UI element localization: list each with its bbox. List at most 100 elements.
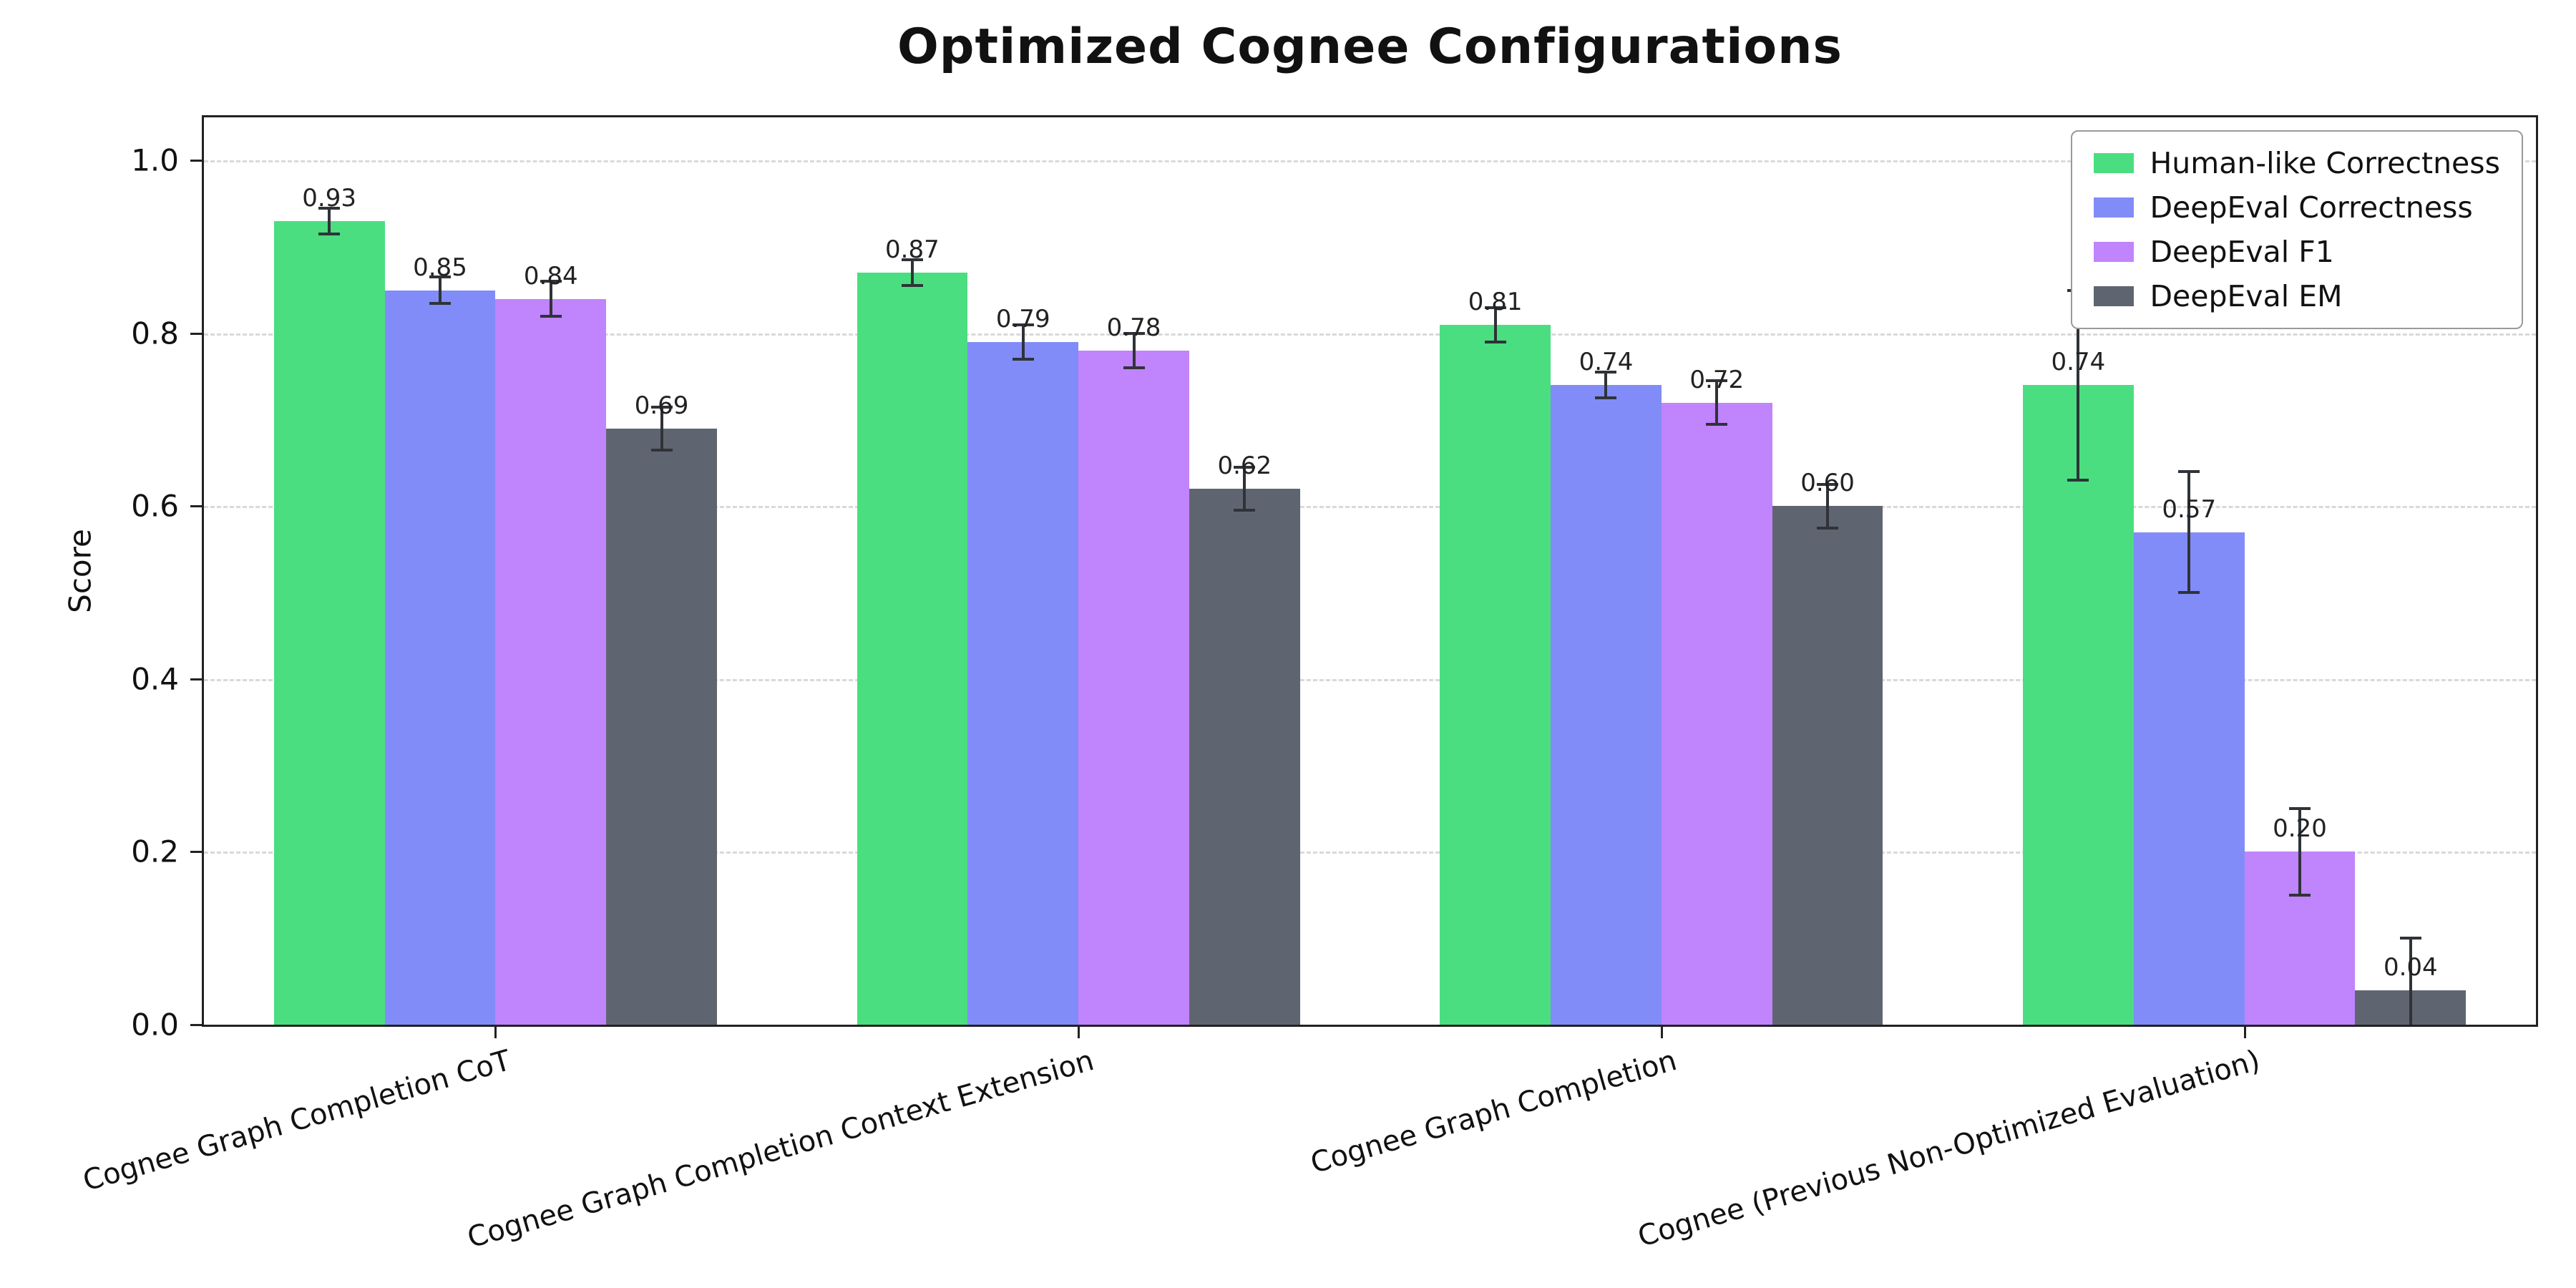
error-bar xyxy=(1132,333,1136,369)
bar-value-label: 0.20 xyxy=(2273,814,2327,844)
bar-deepeval-correctness xyxy=(384,290,496,1025)
bar-deepeval-f1 xyxy=(1078,351,1189,1025)
legend-label: Human-like Correctness xyxy=(2150,146,2500,180)
y-tick-mark xyxy=(190,851,202,854)
error-bar-cap xyxy=(2067,479,2089,482)
error-bar xyxy=(2187,472,2191,593)
bar-value-label: 0.62 xyxy=(1217,452,1272,481)
y-tick-mark xyxy=(190,1024,202,1026)
bar-human-like-correctness xyxy=(857,273,968,1025)
legend: Human-like Correctness DeepEval Correctne… xyxy=(2071,130,2523,329)
error-bar xyxy=(2409,938,2412,1025)
y-axis-label: Score xyxy=(62,529,98,613)
bar-value-label: 0.78 xyxy=(1106,313,1161,343)
bar-deepeval-f1 xyxy=(495,298,607,1025)
y-tick-mark xyxy=(190,332,202,335)
error-bar xyxy=(328,208,331,235)
error-bar-cap xyxy=(1817,483,1839,487)
bar-deepeval-em xyxy=(1189,489,1300,1025)
y-tick-label: 1.0 xyxy=(131,142,179,178)
error-bar xyxy=(1021,324,1025,360)
bar-value-label: 0.57 xyxy=(2162,494,2217,524)
bar-value-label: 0.81 xyxy=(1468,287,1523,316)
error-bar-cap xyxy=(1012,358,1034,361)
legend-swatch xyxy=(2094,242,2135,262)
y-tick-mark xyxy=(190,678,202,680)
bar-value-label: 0.79 xyxy=(995,304,1050,333)
x-tick-mark xyxy=(1660,1027,1663,1038)
error-bar-cap xyxy=(540,280,562,283)
error-bar-cap xyxy=(2399,937,2421,940)
error-bar-cap xyxy=(429,275,451,279)
error-bar xyxy=(549,281,552,316)
bar-value-label: 0.74 xyxy=(2051,348,2106,377)
error-bar xyxy=(660,406,663,450)
error-bar-cap xyxy=(1234,466,1256,469)
error-bar-cap xyxy=(1012,323,1034,326)
error-bar-cap xyxy=(1484,306,1506,309)
error-bar-cap xyxy=(1123,331,1145,335)
bar-value-label: 0.85 xyxy=(413,253,467,282)
y-tick-label: 0.6 xyxy=(131,488,179,524)
error-bar-cap xyxy=(1817,526,1839,530)
legend-label: DeepEval F1 xyxy=(2150,235,2334,269)
error-bar-cap xyxy=(1234,509,1256,512)
x-tick-label: Cognee Graph Completion CoT xyxy=(79,1044,515,1198)
bar-deepeval-correctness xyxy=(1551,385,1662,1025)
bar-value-label: 0.69 xyxy=(634,391,689,420)
error-bar xyxy=(438,277,441,303)
bar-value-label: 0.60 xyxy=(1800,469,1855,498)
bar-human-like-correctness xyxy=(273,220,385,1025)
gridline xyxy=(204,160,2536,163)
y-tick-label: 0.2 xyxy=(131,834,179,869)
legend-label: DeepEval Correctness xyxy=(2150,190,2473,225)
error-bar xyxy=(1715,381,1719,424)
error-bar xyxy=(1493,307,1497,342)
error-bar-cap xyxy=(429,301,451,305)
x-tick-mark xyxy=(1078,1027,1080,1038)
y-tick-mark xyxy=(190,505,202,508)
legend-swatch xyxy=(2094,286,2135,306)
gridline xyxy=(204,506,2536,509)
error-bar xyxy=(1243,467,1246,511)
error-bar xyxy=(1604,372,1608,399)
legend-swatch xyxy=(2094,197,2135,218)
error-bar xyxy=(2077,290,2080,481)
error-bar xyxy=(910,260,914,286)
bar-deepeval-correctness xyxy=(967,341,1079,1025)
error-bar-cap xyxy=(2289,893,2311,897)
bar-deepeval-f1 xyxy=(1661,402,1772,1025)
y-tick-mark xyxy=(190,160,202,162)
y-tick-label: 0.8 xyxy=(131,316,179,351)
x-tick-mark xyxy=(2243,1027,2246,1038)
chart-title: Optimized Cognee Configurations xyxy=(897,19,1843,75)
error-bar-cap xyxy=(901,284,923,288)
bar-value-label: 0.72 xyxy=(1689,365,1745,394)
gridline xyxy=(204,678,2536,681)
error-bar-cap xyxy=(901,258,923,262)
legend-label: DeepEval EM xyxy=(2150,279,2343,313)
error-bar-cap xyxy=(1706,379,1728,383)
error-bar-cap xyxy=(1706,422,1728,426)
bar-value-label: 0.93 xyxy=(302,183,357,213)
legend-swatch xyxy=(2094,153,2135,173)
error-bar-cap xyxy=(540,314,562,318)
error-bar-cap xyxy=(650,405,673,409)
bar-human-like-correctness xyxy=(2023,385,2134,1025)
plot-area: Human-like Correctness DeepEval Correctne… xyxy=(202,115,2538,1027)
bar-deepeval-em xyxy=(1772,506,1883,1025)
error-bar-cap xyxy=(318,233,341,236)
bar-value-label: 0.74 xyxy=(1579,348,1634,377)
bar-human-like-correctness xyxy=(1440,324,1551,1025)
y-tick-label: 0.0 xyxy=(131,1007,179,1043)
legend-item: Human-like Correctness xyxy=(2094,146,2500,180)
error-bar-cap xyxy=(1595,396,1617,400)
x-tick-label: Cognee Graph Completion xyxy=(1307,1044,1681,1181)
error-bar-cap xyxy=(1484,340,1506,343)
x-tick-label: Cognee Graph Completion Context Extensio… xyxy=(464,1044,1098,1255)
x-tick-mark xyxy=(494,1027,497,1038)
x-tick-label: Cognee (Previous Non-Optimized Evaluatio… xyxy=(1634,1044,2264,1254)
error-bar-cap xyxy=(318,206,341,210)
bar-value-label: 0.84 xyxy=(523,261,578,291)
